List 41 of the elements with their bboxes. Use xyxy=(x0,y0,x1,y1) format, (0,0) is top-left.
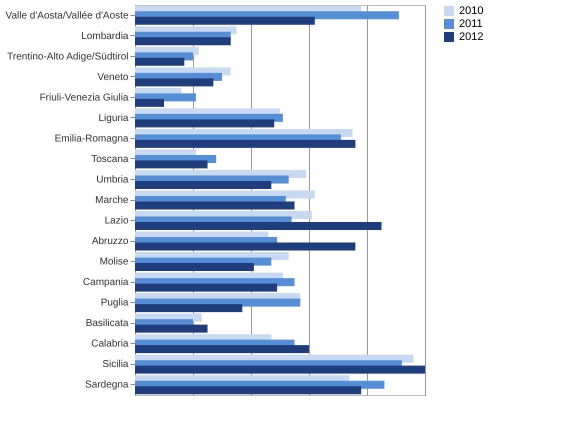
y-tick-label: Veneto xyxy=(97,72,129,83)
bar xyxy=(135,180,272,189)
y-tick-label: Molise xyxy=(100,256,129,268)
y-tick-label: Umbria xyxy=(96,174,129,186)
bar xyxy=(135,304,242,312)
y-tick-label: Abruzzo xyxy=(92,236,129,248)
legend-label: 2012 xyxy=(459,31,484,43)
bar xyxy=(135,16,315,25)
y-tick-label: Trentino-Alto Adige/Südtirol xyxy=(7,51,128,62)
y-tick-label: Puglia xyxy=(100,298,129,309)
y-tick-label: Lazio xyxy=(104,216,129,227)
y-tick-label: Emilia-Romagna xyxy=(54,133,129,144)
bar xyxy=(135,242,356,251)
y-tick-label: Toscana xyxy=(91,154,129,165)
bar xyxy=(135,386,362,394)
y-tick-label: Lombardia xyxy=(81,30,129,42)
bar xyxy=(135,201,294,210)
y-tick-label: Liguria xyxy=(98,112,129,124)
bar xyxy=(135,284,278,292)
bar xyxy=(135,78,214,86)
y-tick-label: Friuli-Venezia Giulia xyxy=(40,92,129,104)
bar xyxy=(135,37,231,46)
bar xyxy=(135,366,425,374)
bar xyxy=(135,98,164,107)
bar xyxy=(135,58,184,66)
bar xyxy=(135,160,208,168)
y-tick-label: Campania xyxy=(82,277,129,288)
y-tick-label: Valle d'Aosta/Vallée d'Aoste xyxy=(6,10,129,22)
y-tick-label: Basilicata xyxy=(86,318,129,330)
bar xyxy=(135,140,356,148)
y-tick-label: Sicilia xyxy=(102,359,129,370)
y-tick-label: Marche xyxy=(95,195,129,206)
bar xyxy=(135,119,274,128)
bar xyxy=(135,345,309,354)
y-tick-label: Calabria xyxy=(91,338,129,350)
y-tick-label: Sardegna xyxy=(85,380,129,391)
legend-label: 2011 xyxy=(459,18,483,30)
bar xyxy=(135,263,254,272)
legend-label: 2010 xyxy=(459,5,484,17)
bar xyxy=(135,324,208,333)
bar xyxy=(135,222,382,230)
